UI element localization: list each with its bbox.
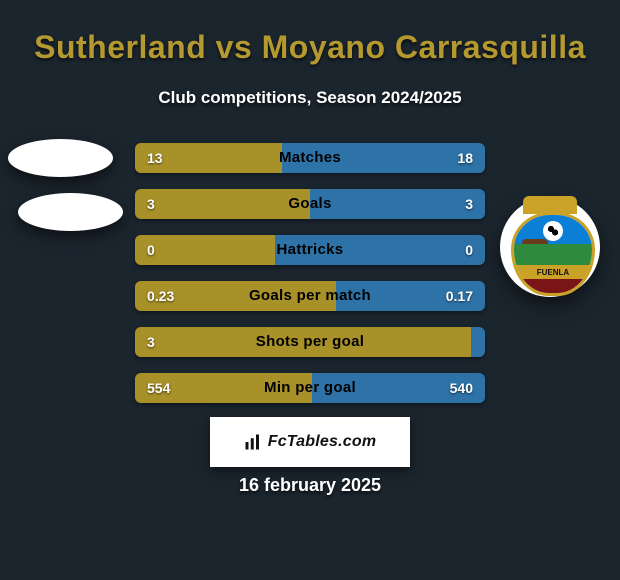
stat-left-value: 554 bbox=[147, 373, 170, 403]
stat-row: Goals3 3 bbox=[135, 189, 485, 219]
stat-row: Min per goal554 540 bbox=[135, 373, 485, 403]
club-crest: FUENLA bbox=[511, 202, 589, 292]
team-left-placeholder bbox=[8, 139, 113, 177]
stat-label: Min per goal bbox=[135, 373, 485, 403]
stat-label: Goals bbox=[135, 189, 485, 219]
stat-row: Matches13 18 bbox=[135, 143, 485, 173]
team-left-placeholder bbox=[18, 193, 123, 231]
stat-left-value: 0 bbox=[147, 235, 155, 265]
fctables-text: FcTables.com bbox=[268, 433, 377, 451]
stat-left-value: 13 bbox=[147, 143, 163, 173]
stat-label: Hattricks bbox=[135, 235, 485, 265]
fctables-watermark: FcTables.com bbox=[210, 417, 410, 467]
stat-right-value: 18 bbox=[457, 143, 473, 173]
page-title: Sutherland vs Moyano Carrasquilla bbox=[0, 21, 620, 66]
stat-label: Matches bbox=[135, 143, 485, 173]
team-right-badge: FUENLA bbox=[500, 197, 600, 297]
stat-label: Goals per match bbox=[135, 281, 485, 311]
stat-label: Shots per goal bbox=[135, 327, 485, 357]
stat-right-value: 540 bbox=[450, 373, 473, 403]
bars-icon bbox=[244, 433, 262, 451]
stat-left-value: 0.23 bbox=[147, 281, 174, 311]
stat-right-value: 3 bbox=[465, 189, 473, 219]
stat-right-value: 0.17 bbox=[446, 281, 473, 311]
stat-right-value: 0 bbox=[465, 235, 473, 265]
date-text: 16 february 2025 bbox=[0, 475, 620, 496]
stat-left-value: 3 bbox=[147, 189, 155, 219]
stat-left-value: 3 bbox=[147, 327, 155, 357]
stat-row: Goals per match0.23 0.17 bbox=[135, 281, 485, 311]
stats-bars: Matches1318Goals33Hattricks00Goals per m… bbox=[135, 143, 485, 419]
crest-band-text: FUENLA bbox=[537, 268, 569, 277]
stat-row: Shots per goal3 bbox=[135, 327, 485, 357]
stat-row: Hattricks0 0 bbox=[135, 235, 485, 265]
subtitle: Club competitions, Season 2024/2025 bbox=[0, 88, 620, 108]
